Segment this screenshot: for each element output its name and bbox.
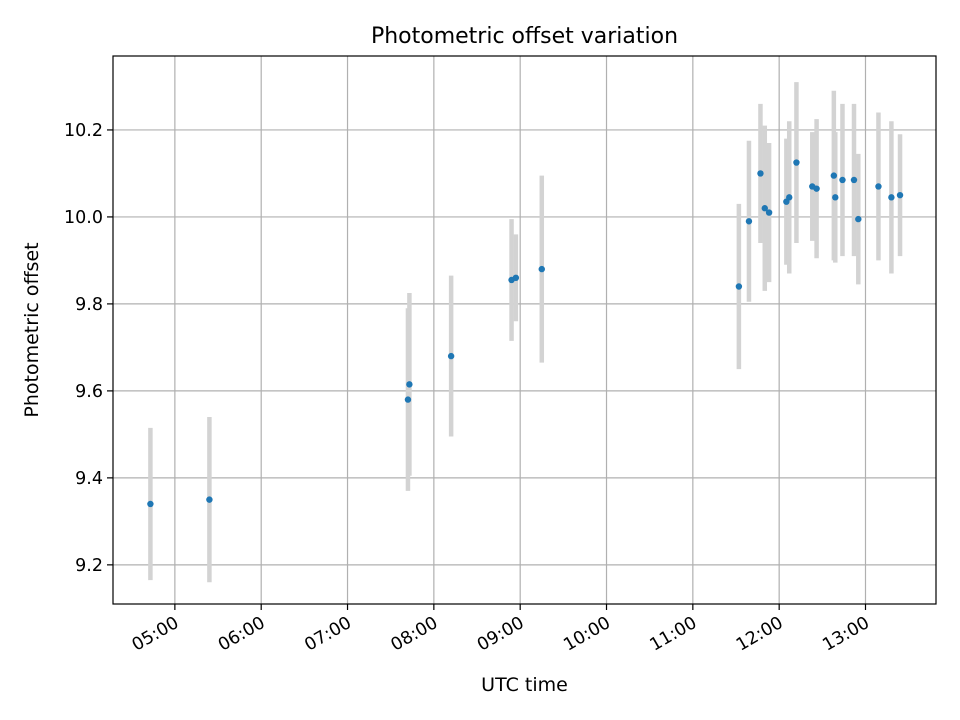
data-point bbox=[538, 265, 545, 273]
x-tick-label: 10:00 bbox=[560, 613, 614, 656]
y-tick-label: 9.4 bbox=[75, 469, 103, 489]
x-tick-label: 05:00 bbox=[129, 613, 183, 656]
data-point bbox=[404, 396, 412, 403]
data-point bbox=[757, 170, 764, 177]
plot-frame bbox=[112, 55, 937, 605]
data-point bbox=[793, 159, 800, 166]
x-axis-label: UTC time bbox=[481, 674, 568, 696]
data-point bbox=[839, 176, 846, 184]
y-tick-label: 9.6 bbox=[75, 382, 103, 402]
y-axis-label: Photometric offset bbox=[21, 242, 43, 417]
data-point bbox=[855, 215, 862, 223]
chart-title: Photometric offset variation bbox=[371, 24, 678, 49]
data-point bbox=[850, 176, 858, 184]
axis-ticks: 05:00 06:00 07:00 08:00 09:00 10:00 11:00 12:00… bbox=[64, 121, 873, 656]
data-point bbox=[745, 218, 753, 225]
y-tick-label: 10.0 bbox=[64, 208, 103, 228]
data-point bbox=[512, 274, 520, 282]
grid-lines bbox=[113, 56, 936, 604]
data-point bbox=[406, 381, 413, 388]
data-point bbox=[813, 185, 820, 192]
data-point bbox=[447, 352, 455, 360]
data-point bbox=[888, 194, 895, 201]
data-point bbox=[896, 191, 904, 199]
data-point bbox=[206, 496, 213, 503]
x-tick-label: 09:00 bbox=[474, 613, 528, 656]
data-point bbox=[735, 283, 743, 290]
x-tick-label: 12:00 bbox=[733, 613, 787, 656]
data-point bbox=[761, 205, 768, 212]
y-tick-label: 9.8 bbox=[75, 295, 103, 315]
data-point bbox=[786, 194, 793, 201]
data-point bbox=[875, 183, 882, 190]
data-point bbox=[765, 209, 773, 216]
y-tick-label: 9.2 bbox=[75, 556, 103, 576]
x-tick-label: 08:00 bbox=[388, 613, 442, 656]
y-tick-label: 10.2 bbox=[64, 121, 103, 141]
data-point bbox=[832, 194, 839, 201]
x-tick-label: 06:00 bbox=[215, 613, 269, 656]
data-point bbox=[147, 500, 154, 508]
error-bars bbox=[148, 82, 903, 583]
x-tick-label: 07:00 bbox=[301, 613, 355, 656]
x-tick-label: 13:00 bbox=[819, 613, 873, 656]
data-points bbox=[147, 159, 904, 508]
x-tick-label: 11:00 bbox=[647, 613, 701, 656]
data-point bbox=[830, 172, 838, 179]
